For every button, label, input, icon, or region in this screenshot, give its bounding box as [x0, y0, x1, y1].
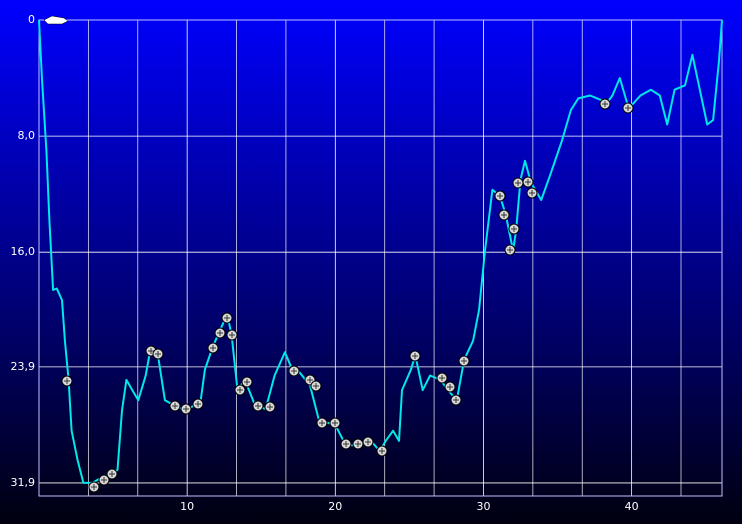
x-tick-label: 40 — [625, 500, 639, 513]
y-tick-label: 16,0 — [11, 245, 36, 258]
x-tick-label: 10 — [180, 500, 194, 513]
event-icon-detail — [183, 406, 189, 412]
event-icon-detail — [507, 247, 513, 253]
y-tick-label: 0 — [28, 13, 35, 26]
event-icon-detail — [307, 377, 313, 383]
event-icon-detail — [602, 101, 608, 107]
event-icon-detail — [511, 226, 517, 232]
event-icon-detail — [332, 420, 338, 426]
event-icon-detail — [525, 179, 531, 185]
x-tick-label: 30 — [476, 500, 490, 513]
event-icon-detail — [501, 212, 507, 218]
plot-border — [38, 19, 723, 497]
boat-icon — [43, 15, 69, 25]
event-icon-detail — [355, 441, 361, 447]
event-icon-detail — [497, 193, 503, 199]
event-icon-detail — [91, 484, 97, 490]
event-markers — [61, 98, 634, 493]
event-icon-detail — [447, 384, 453, 390]
event-icon-detail — [244, 379, 250, 385]
y-tick-label: 23,9 — [11, 360, 36, 373]
event-icon-detail — [229, 332, 235, 338]
event-icon-detail — [155, 351, 161, 357]
event-icon-detail — [291, 368, 297, 374]
y-tick-label: 8,0 — [18, 129, 36, 142]
event-icon-detail — [319, 420, 325, 426]
event-icon-detail — [217, 330, 223, 336]
event-icon-detail — [515, 180, 521, 186]
event-icon-detail — [365, 439, 371, 445]
x-tick-label: 20 — [328, 500, 342, 513]
event-icon-detail — [313, 383, 319, 389]
event-icon-detail — [172, 403, 178, 409]
event-icon-detail — [439, 375, 445, 381]
event-icon-detail — [343, 441, 349, 447]
event-icon-detail — [195, 401, 201, 407]
event-icon-detail — [148, 348, 154, 354]
event-icon-detail — [210, 345, 216, 351]
y-tick-label: 31,9 — [11, 476, 36, 489]
event-icon-detail — [64, 378, 70, 384]
event-icon-detail — [224, 315, 230, 321]
event-icon-detail — [412, 353, 418, 359]
event-icon-detail — [625, 105, 631, 111]
event-icon-detail — [529, 190, 535, 196]
event-icon-detail — [255, 403, 261, 409]
event-icon-detail — [461, 358, 467, 364]
event-icon-detail — [453, 397, 459, 403]
event-icon-detail — [101, 477, 107, 483]
event-icon-detail — [109, 471, 115, 477]
event-icon-detail — [379, 448, 385, 454]
event-icon-detail — [237, 387, 243, 393]
event-icon-detail — [267, 404, 273, 410]
